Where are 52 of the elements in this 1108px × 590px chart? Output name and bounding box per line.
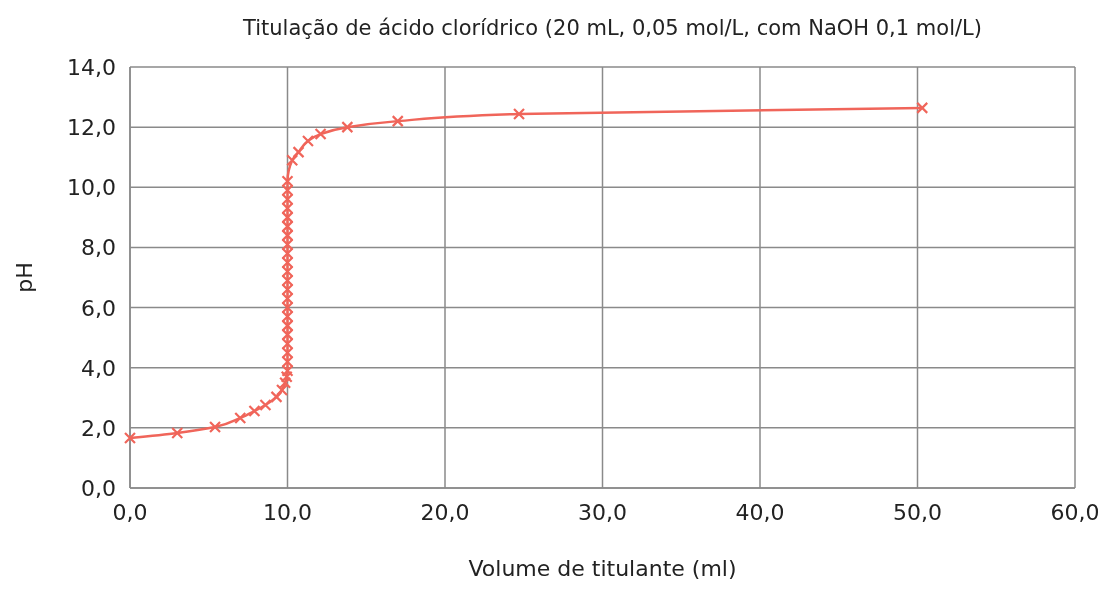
y-tick-label: 8,0 bbox=[81, 235, 116, 261]
point bbox=[281, 193, 294, 206]
point bbox=[279, 376, 292, 389]
x-tick-label: 10,0 bbox=[263, 500, 312, 525]
x-tick-label: 30,0 bbox=[578, 500, 627, 525]
point bbox=[286, 154, 299, 167]
point bbox=[281, 292, 294, 305]
point bbox=[512, 107, 526, 121]
y-tick-label: 2,0 bbox=[81, 415, 116, 441]
point bbox=[281, 175, 294, 188]
point bbox=[281, 301, 294, 314]
chart-title: Titulação de ácido clorídrico (20 mL, 0,05 mol/L, com NaOH 0,1 mol/L) bbox=[242, 16, 982, 40]
point bbox=[259, 398, 272, 412]
point bbox=[270, 390, 283, 403]
y-tick-label: 4,0 bbox=[81, 355, 116, 381]
point bbox=[281, 256, 294, 269]
point bbox=[916, 101, 929, 114]
point bbox=[171, 426, 184, 440]
point bbox=[292, 146, 305, 159]
point bbox=[281, 319, 294, 332]
point bbox=[281, 328, 294, 341]
y-axis-title: pH bbox=[12, 262, 37, 293]
point bbox=[280, 370, 293, 383]
point bbox=[281, 184, 294, 197]
point bbox=[275, 383, 289, 397]
point bbox=[301, 134, 315, 148]
x-tick-label: 60,0 bbox=[1050, 500, 1100, 525]
point bbox=[281, 265, 294, 278]
y-tick-label: 10,0 bbox=[67, 175, 116, 201]
x-axis-title: Volume de titulante (ml) bbox=[468, 556, 737, 581]
point bbox=[281, 274, 294, 287]
point bbox=[248, 404, 261, 418]
point bbox=[281, 346, 294, 359]
point bbox=[281, 364, 294, 377]
point bbox=[314, 127, 327, 141]
point bbox=[208, 420, 222, 434]
point bbox=[341, 121, 354, 134]
y-tick-label: 0,0 bbox=[81, 476, 116, 501]
point bbox=[281, 283, 294, 296]
x-tick-label: 50,0 bbox=[893, 500, 942, 525]
y-tick-label: 6,0 bbox=[81, 295, 116, 321]
y-tick-label: 14,0 bbox=[67, 55, 116, 80]
point bbox=[281, 355, 294, 368]
x-tick-label: 20,0 bbox=[420, 500, 470, 525]
point bbox=[123, 431, 137, 445]
point bbox=[391, 115, 404, 128]
point bbox=[281, 247, 294, 260]
y-tick-label: 12,0 bbox=[67, 115, 116, 141]
x-tick-label: 40,0 bbox=[735, 500, 785, 525]
x-tick-label: 0,0 bbox=[112, 500, 148, 525]
point bbox=[281, 211, 294, 224]
point bbox=[234, 411, 247, 425]
